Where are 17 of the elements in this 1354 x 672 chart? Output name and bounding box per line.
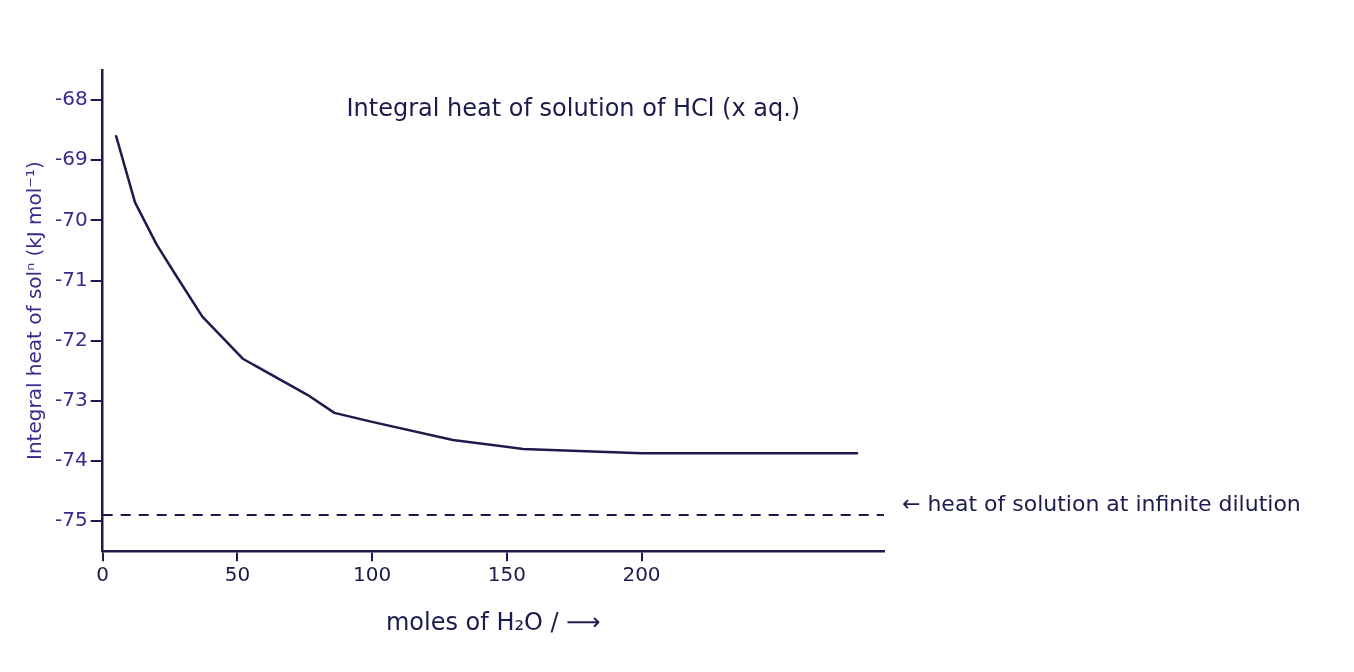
x-tick-label: 100 [353,562,392,587]
y-tick-label: -72 [54,326,88,351]
x-tick-label: 200 [622,562,661,587]
x-axis-title: moles of H₂O / ⟶ [385,607,601,636]
y-tick-label: -74 [54,447,88,472]
ref-line-label: ← heat of solution at infinite dilution [902,490,1301,516]
y-tick-label: -70 [54,206,88,231]
y-tick-label: -75 [54,507,88,532]
x-tick-label: 50 [224,562,251,587]
x-tick-label: 150 [487,562,526,587]
y-tick-label: -71 [54,266,88,291]
annotation: Integral heat of solution of HCl (x aq.) [346,94,801,123]
y-tick-label: -68 [54,86,88,111]
y-tick-label: -73 [54,387,88,412]
y-axis-title: Integral heat of solⁿ (kJ mol⁻¹) [22,161,47,460]
y-tick-label: -69 [54,146,88,171]
x-tick-label: 0 [96,562,110,587]
